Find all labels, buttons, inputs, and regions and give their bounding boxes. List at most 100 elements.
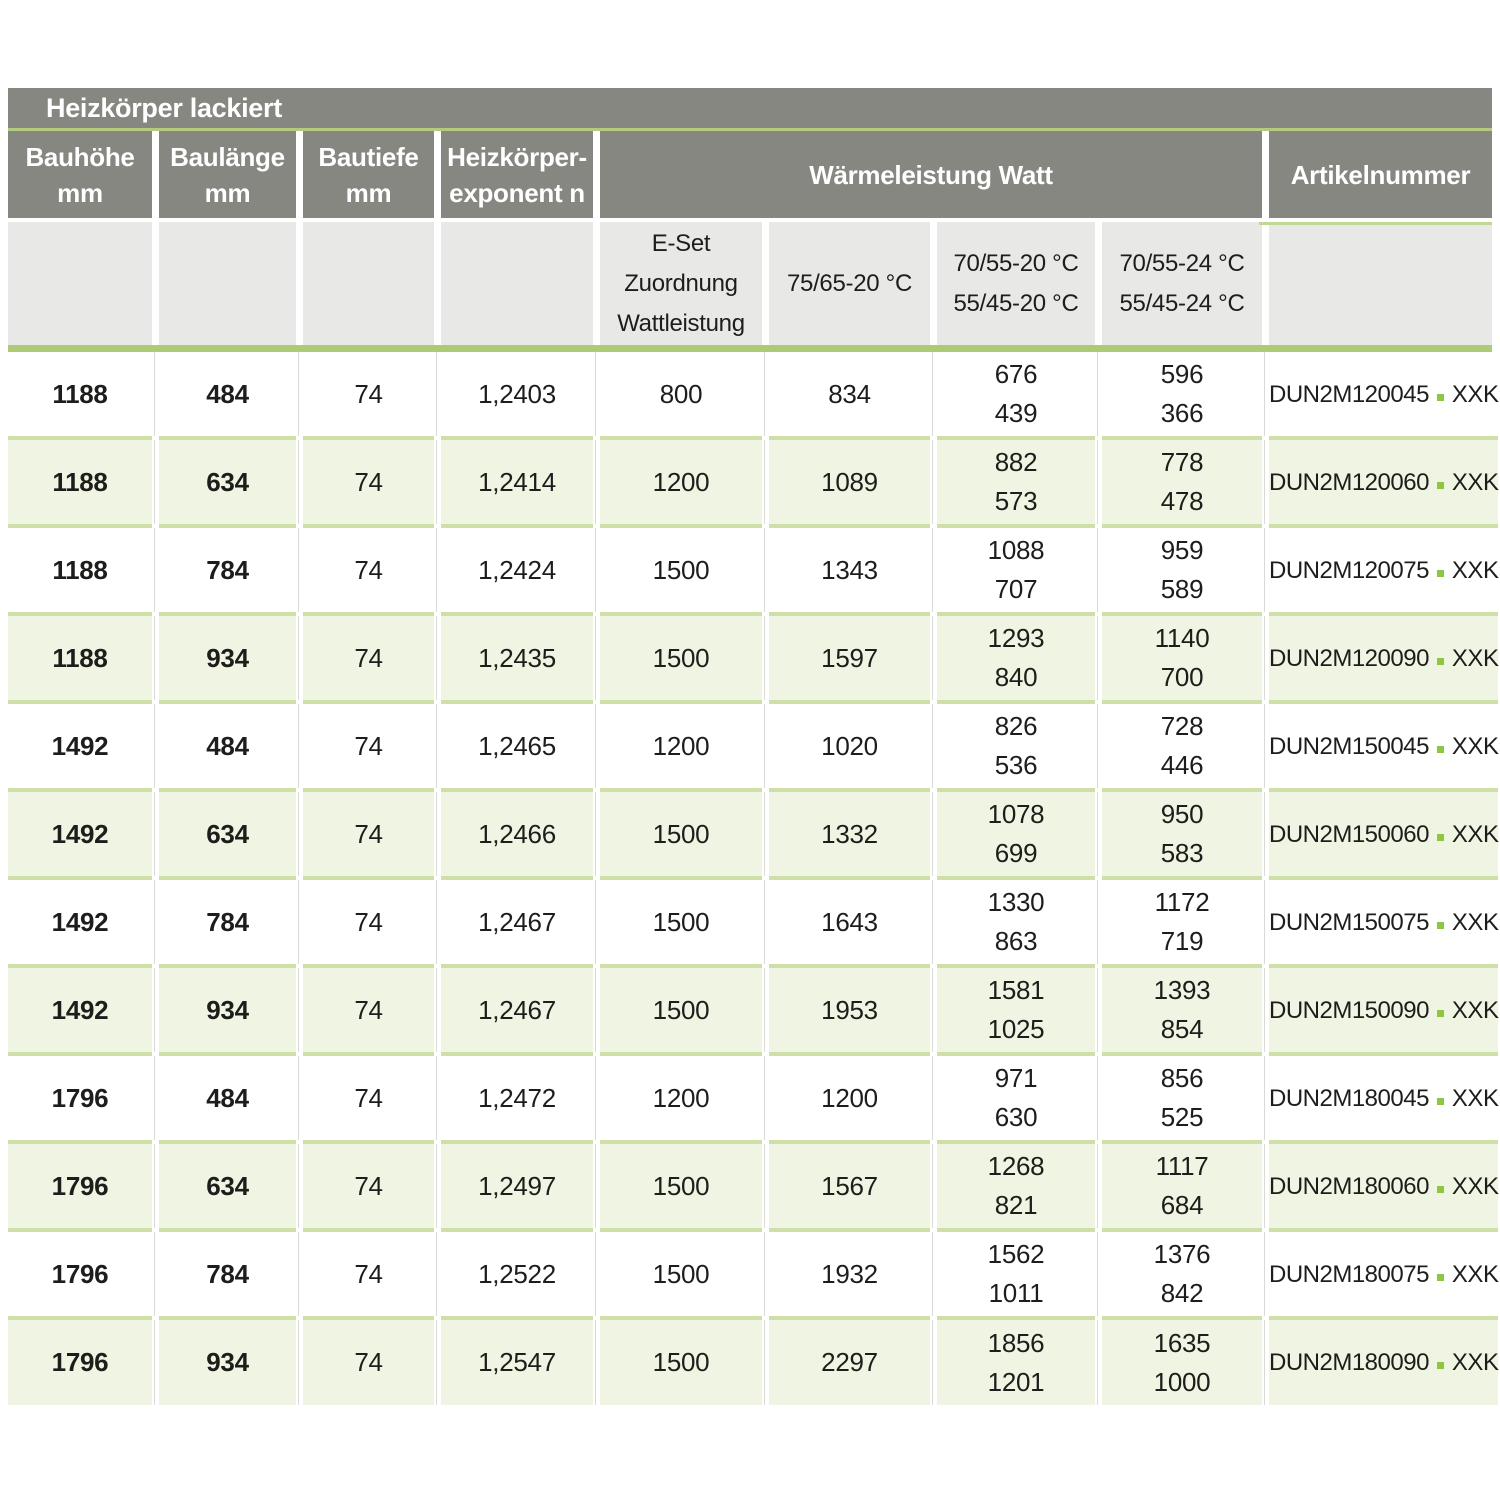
subheader-70-55-24: 70/55-24 °C 55/45-24 °C: [1102, 222, 1262, 345]
header-subheader-gap: [8, 218, 1492, 222]
header-exponent-line2: exponent n: [449, 177, 585, 208]
artikelnummer-code: DUN2M180045: [1269, 1084, 1429, 1112]
subheader-eset: E-Set Zuordnung Wattleistung: [600, 222, 762, 345]
watt-70-55-24-low: 700: [1160, 662, 1204, 692]
cell-watt-70-55-20: 826 536: [932, 704, 1095, 792]
artikelnummer-code: DUN2M180060: [1269, 1172, 1429, 1200]
artikelnummer-suffix: XXK: [1451, 1084, 1499, 1112]
cell-watt-70-55-24: 1635 1000: [1097, 1320, 1262, 1405]
artikelnummer-text: DUN2M120090 XXK: [1269, 639, 1499, 678]
subheader-75-65-label: 75/65-20 °C: [786, 269, 913, 297]
artikelnummer-dot-icon: [1436, 1009, 1444, 1017]
artikelnummer-suffix: XXK: [1451, 1349, 1499, 1376]
cell-artikelnummer: DUN2M120075 XXK: [1263, 528, 1499, 616]
watt-70-55-24-low: 589: [1160, 574, 1204, 604]
watt-70-55-24-low: 1000: [1153, 1366, 1211, 1397]
table-row: 1796 484 74 1,2472 1200 1200 971 630 856…: [8, 1056, 1499, 1144]
header-row: Bauhöhe mm Baulänge mm Bautiefe mm Heizk…: [8, 131, 1492, 218]
cell-bautiefe: 74: [298, 1056, 434, 1144]
watt-70-55-24-high: 1393: [1153, 975, 1211, 1005]
subheader-70-55-20: 70/55-20 °C 55/45-20 °C: [937, 222, 1095, 345]
cell-artikelnummer: DUN2M180060 XXK: [1263, 1144, 1499, 1232]
cell-bautiefe: 74: [298, 880, 434, 968]
header-bauhoehe: Bauhöhe mm: [8, 131, 152, 218]
watt-70-55-20-high: 1562: [987, 1239, 1045, 1269]
watt-70-55-20-high: 971: [994, 1063, 1038, 1093]
table-row: 1188 934 74 1,2435 1500 1597 1293 840 11…: [8, 616, 1499, 704]
artikelnummer-code: DUN2M150060: [1269, 820, 1429, 848]
cell-watt-70-55-20: 1268 821: [932, 1144, 1095, 1232]
cell-watt-70-55-24: 1376 842: [1097, 1232, 1262, 1320]
watt-70-55-24-high: 959: [1160, 535, 1204, 565]
cell-watt-70-55-20: 1581 1025: [932, 968, 1095, 1056]
cell-bautiefe: 74: [298, 968, 434, 1056]
artikelnummer-text: DUN2M150075 XXK: [1269, 903, 1499, 942]
artikelnummer-suffix: XXK: [1451, 996, 1499, 1024]
cell-baulaenge: 784: [154, 1232, 296, 1320]
cell-watt-75-65: 834: [764, 352, 930, 440]
cell-artikelnummer: DUN2M120045 XXK: [1263, 352, 1499, 440]
table-row: 1188 634 74 1,2414 1200 1089 882 573 778…: [8, 440, 1499, 528]
cell-watt-70-55-20: 1562 1011: [932, 1232, 1095, 1320]
artikelnummer-dot-icon: [1436, 1185, 1444, 1193]
cell-eset-watt: 1500: [595, 880, 762, 968]
cell-eset-watt: 800: [595, 352, 762, 440]
cell-artikelnummer: DUN2M180075 XXK: [1263, 1232, 1499, 1320]
table-row: 1492 934 74 1,2467 1500 1953 1581 1025 1…: [8, 968, 1499, 1056]
cell-watt-75-65: 1020: [764, 704, 930, 792]
subheader-70-55-24-line1: 70/55-24 °C: [1119, 249, 1245, 277]
watt-70-55-20-high: 1088: [987, 535, 1045, 565]
cell-exponent: 1,2547: [436, 1320, 593, 1405]
header-bautiefe-label: Bautiefe: [318, 141, 419, 172]
cell-eset-watt: 1500: [595, 1144, 762, 1232]
artikelnummer-suffix: XXK: [1451, 732, 1499, 760]
cell-watt-70-55-24: 856 525: [1097, 1056, 1262, 1144]
cell-eset-watt: 1500: [595, 616, 762, 704]
subheader-row: E-Set Zuordnung Wattleistung 75/65-20 °C…: [8, 222, 1492, 345]
cell-bautiefe: 74: [298, 616, 434, 704]
watt-70-55-20-low: 840: [994, 662, 1038, 692]
cell-baulaenge: 634: [154, 792, 296, 880]
watt-70-55-20-low: 1025: [987, 1014, 1045, 1044]
watt-70-55-24-high: 1635: [1153, 1327, 1211, 1358]
header-artikelnummer: Artikelnummer: [1269, 131, 1492, 218]
artikelnummer-text: DUN2M180045 XXK: [1269, 1079, 1499, 1118]
cell-watt-70-55-20: 1856 1201: [932, 1320, 1095, 1405]
artikelnummer-dot-icon: [1436, 921, 1444, 929]
artikelnummer-dot-icon: [1436, 657, 1444, 665]
cell-watt-70-55-24: 950 583: [1097, 792, 1262, 880]
artikelnummer-dot-icon: [1436, 745, 1444, 753]
cell-baulaenge: 484: [154, 352, 296, 440]
table-row: 1796 784 74 1,2522 1500 1932 1562 1011 1…: [8, 1232, 1499, 1320]
cell-watt-70-55-20: 1078 699: [932, 792, 1095, 880]
watt-70-55-20-high: 826: [994, 711, 1038, 741]
table-row: 1492 784 74 1,2467 1500 1643 1330 863 11…: [8, 880, 1499, 968]
cell-watt-75-65: 2297: [764, 1320, 930, 1405]
cell-watt-70-55-24: 1140 700: [1097, 616, 1262, 704]
watt-70-55-24-high: 728: [1160, 711, 1204, 741]
artikelnummer-code: DUN2M180075: [1269, 1260, 1429, 1288]
watt-70-55-24-low: 366: [1160, 398, 1204, 428]
cell-bautiefe: 74: [298, 1144, 434, 1232]
table-body: 1188 484 74 1,2403 800 834 676 439 596 3…: [8, 352, 1499, 1405]
artikelnummer-code: DUN2M150090: [1269, 996, 1429, 1024]
artikelnummer-code: DUN2M150045: [1269, 732, 1429, 760]
artikelnummer-dot-icon: [1436, 481, 1444, 489]
artikelnummer-dot-icon: [1436, 569, 1444, 577]
cell-baulaenge: 784: [154, 880, 296, 968]
watt-70-55-24-high: 1172: [1154, 887, 1210, 917]
table-row: 1796 934 74 1,2547 1500 2297 1856 1201 1…: [8, 1320, 1499, 1405]
watt-70-55-24-high: 1376: [1153, 1239, 1211, 1269]
cell-watt-75-65: 1643: [764, 880, 930, 968]
cell-bauhoehe: 1796: [8, 1320, 152, 1405]
artikelnummer-suffix: XXK: [1451, 820, 1499, 848]
artikelnummer-code: DUN2M120045: [1269, 380, 1429, 408]
cell-artikelnummer: DUN2M120090 XXK: [1263, 616, 1499, 704]
header-waermeleistung-group: Wärmeleistung Watt: [600, 131, 1262, 218]
cell-bauhoehe: 1188: [8, 528, 152, 616]
cell-exponent: 1,2424: [436, 528, 593, 616]
cell-exponent: 1,2467: [436, 880, 593, 968]
cell-bautiefe: 74: [298, 352, 434, 440]
watt-70-55-20-high: 1293: [987, 623, 1045, 653]
